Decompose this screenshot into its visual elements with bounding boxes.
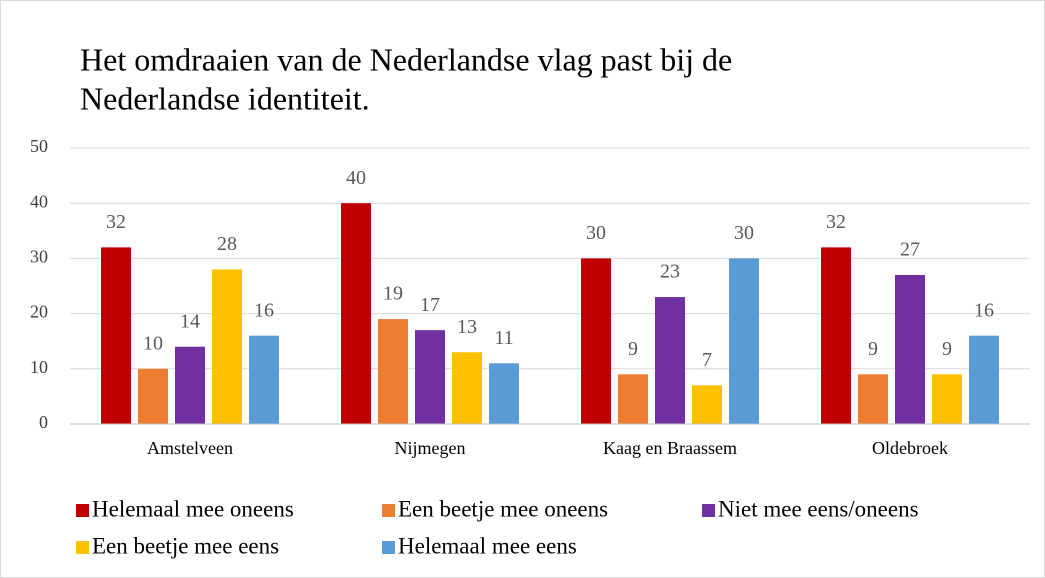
bar [581, 258, 611, 424]
legend-label: Niet mee eens/oneens [718, 496, 919, 521]
bar [175, 346, 205, 424]
x-tick-label: Oldebroek [872, 438, 948, 458]
legend-label: Helemaal mee eens [398, 533, 577, 558]
bar [655, 297, 685, 424]
data-label: 23 [660, 261, 680, 283]
x-tick-label: Kaag en Braassem [603, 438, 737, 458]
y-tick-label: 40 [30, 191, 48, 211]
data-label: 11 [494, 327, 513, 349]
legend-label: Een beetje mee eens [92, 533, 279, 558]
data-label: 19 [383, 283, 403, 305]
data-label: 32 [826, 211, 846, 233]
bar [821, 247, 851, 424]
bar [138, 368, 168, 424]
y-tick-label: 10 [30, 357, 48, 377]
legend-swatch [382, 504, 395, 517]
data-label: 40 [346, 167, 366, 189]
data-label: 13 [457, 316, 477, 338]
bar [341, 203, 371, 424]
data-label: 17 [420, 294, 440, 316]
data-label: 16 [974, 299, 994, 321]
data-label: 30 [734, 222, 754, 244]
bar [101, 247, 131, 424]
bar [249, 335, 279, 424]
data-label: 7 [702, 349, 712, 371]
bar [895, 274, 925, 424]
bar [618, 374, 648, 424]
legend-swatch [76, 504, 89, 517]
chart-title: Nederlandse identiteit. [80, 80, 370, 116]
data-label: 30 [586, 222, 606, 244]
y-tick-label: 20 [30, 302, 48, 322]
y-tick-label: 50 [30, 136, 48, 156]
y-tick-label: 0 [39, 412, 48, 432]
data-label: 32 [106, 211, 126, 233]
data-label: 14 [180, 310, 200, 332]
y-tick-label: 30 [30, 247, 48, 267]
bar [489, 363, 519, 424]
data-label: 28 [217, 233, 237, 255]
data-label: 9 [942, 338, 952, 360]
bar [969, 335, 999, 424]
bar [378, 319, 408, 424]
x-tick-label: Amstelveen [147, 438, 233, 458]
legend-label: Helemaal mee oneens [92, 496, 294, 521]
bar [858, 374, 888, 424]
legend-swatch [76, 541, 89, 554]
legend-swatch [382, 541, 395, 554]
data-label: 16 [254, 299, 274, 321]
legend-swatch [702, 504, 715, 517]
data-label: 9 [868, 338, 878, 360]
chart-title: Het omdraaien van de Nederlandse vlag pa… [80, 41, 732, 77]
bar [729, 258, 759, 424]
bar [692, 385, 722, 424]
bar [212, 269, 242, 424]
bar [415, 330, 445, 424]
bar [932, 374, 962, 424]
data-label: 10 [143, 332, 163, 354]
x-tick-label: Nijmegen [395, 438, 466, 458]
bar [452, 352, 482, 424]
data-label: 27 [900, 239, 920, 261]
data-label: 9 [628, 338, 638, 360]
legend-label: Een beetje mee oneens [398, 496, 608, 521]
